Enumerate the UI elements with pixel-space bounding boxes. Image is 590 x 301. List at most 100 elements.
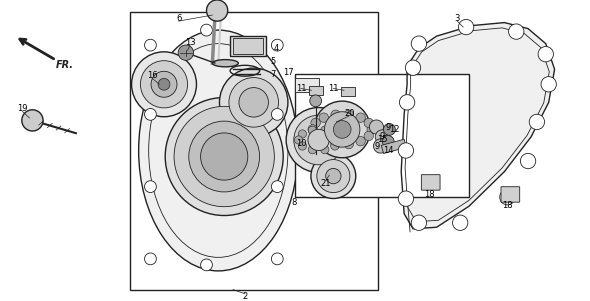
Text: 12: 12 bbox=[389, 125, 399, 134]
Circle shape bbox=[331, 130, 339, 138]
Circle shape bbox=[411, 215, 427, 230]
Circle shape bbox=[356, 136, 365, 146]
Circle shape bbox=[132, 52, 196, 117]
Bar bbox=[230, 36, 266, 56]
Circle shape bbox=[321, 126, 329, 134]
Circle shape bbox=[286, 107, 351, 172]
Circle shape bbox=[311, 118, 320, 128]
Text: 9: 9 bbox=[379, 132, 384, 141]
Circle shape bbox=[398, 143, 414, 158]
Circle shape bbox=[364, 131, 373, 141]
Polygon shape bbox=[401, 23, 555, 229]
Text: 6: 6 bbox=[176, 14, 182, 23]
Text: 18: 18 bbox=[502, 201, 513, 210]
Text: 3: 3 bbox=[454, 14, 460, 23]
Text: 11: 11 bbox=[296, 84, 306, 93]
Bar bbox=[295, 78, 319, 92]
Circle shape bbox=[331, 110, 340, 119]
Circle shape bbox=[321, 146, 329, 154]
Text: 21: 21 bbox=[320, 179, 331, 188]
Circle shape bbox=[239, 88, 268, 117]
Circle shape bbox=[229, 78, 278, 127]
Circle shape bbox=[201, 133, 248, 180]
Circle shape bbox=[331, 139, 340, 149]
Circle shape bbox=[298, 142, 306, 150]
Circle shape bbox=[308, 146, 316, 154]
Circle shape bbox=[294, 136, 303, 144]
Text: 7: 7 bbox=[270, 70, 276, 79]
Bar bbox=[233, 38, 263, 54]
Circle shape bbox=[201, 24, 212, 36]
Text: 10: 10 bbox=[296, 139, 306, 148]
Circle shape bbox=[344, 110, 353, 119]
Circle shape bbox=[317, 160, 350, 193]
Text: 2: 2 bbox=[242, 292, 247, 301]
Circle shape bbox=[405, 60, 421, 75]
Circle shape bbox=[314, 101, 371, 158]
Circle shape bbox=[319, 136, 329, 146]
Circle shape bbox=[356, 113, 365, 123]
Circle shape bbox=[158, 78, 170, 90]
Circle shape bbox=[271, 39, 283, 51]
FancyBboxPatch shape bbox=[501, 187, 520, 202]
Circle shape bbox=[294, 115, 343, 165]
Circle shape bbox=[458, 20, 474, 35]
Circle shape bbox=[319, 113, 329, 123]
Circle shape bbox=[178, 45, 194, 60]
Bar bbox=[130, 12, 378, 290]
Circle shape bbox=[324, 112, 360, 147]
Text: 9: 9 bbox=[386, 123, 391, 132]
Circle shape bbox=[298, 130, 306, 138]
Circle shape bbox=[375, 130, 389, 144]
Circle shape bbox=[335, 136, 343, 144]
Circle shape bbox=[326, 169, 341, 184]
Text: 16: 16 bbox=[147, 71, 158, 80]
Text: 11: 11 bbox=[328, 84, 339, 93]
Text: 18: 18 bbox=[424, 190, 435, 199]
Bar bbox=[381, 139, 407, 154]
Circle shape bbox=[165, 98, 283, 216]
Circle shape bbox=[541, 77, 556, 92]
Circle shape bbox=[369, 120, 384, 134]
Circle shape bbox=[140, 61, 188, 108]
Circle shape bbox=[520, 154, 536, 169]
Bar bbox=[295, 74, 469, 197]
Circle shape bbox=[364, 118, 373, 128]
Circle shape bbox=[145, 181, 156, 193]
Text: 14: 14 bbox=[383, 146, 394, 155]
Circle shape bbox=[308, 126, 316, 134]
Circle shape bbox=[398, 191, 414, 206]
Circle shape bbox=[189, 121, 260, 192]
Circle shape bbox=[151, 71, 177, 97]
Circle shape bbox=[333, 121, 351, 138]
Circle shape bbox=[509, 24, 524, 39]
Text: 17: 17 bbox=[283, 68, 293, 77]
Text: 4: 4 bbox=[274, 44, 278, 53]
Circle shape bbox=[145, 253, 156, 265]
Text: 15: 15 bbox=[377, 135, 388, 144]
Text: 8: 8 bbox=[291, 198, 297, 207]
Circle shape bbox=[308, 129, 329, 150]
Circle shape bbox=[373, 139, 388, 153]
Circle shape bbox=[500, 190, 515, 205]
Circle shape bbox=[411, 36, 427, 51]
Circle shape bbox=[344, 139, 353, 149]
Circle shape bbox=[219, 68, 288, 137]
Circle shape bbox=[331, 142, 339, 150]
Circle shape bbox=[174, 106, 274, 207]
Ellipse shape bbox=[212, 60, 238, 67]
Circle shape bbox=[453, 215, 468, 230]
Text: 19: 19 bbox=[17, 104, 28, 113]
Text: 5: 5 bbox=[270, 57, 275, 66]
Text: 9: 9 bbox=[375, 142, 380, 151]
Text: 13: 13 bbox=[185, 38, 195, 47]
Circle shape bbox=[271, 181, 283, 193]
Circle shape bbox=[201, 259, 212, 271]
Circle shape bbox=[308, 125, 317, 134]
Circle shape bbox=[145, 108, 156, 120]
Circle shape bbox=[529, 114, 545, 129]
Circle shape bbox=[206, 0, 228, 21]
Text: FR.: FR. bbox=[56, 60, 74, 70]
FancyBboxPatch shape bbox=[421, 175, 440, 190]
Circle shape bbox=[311, 154, 356, 198]
